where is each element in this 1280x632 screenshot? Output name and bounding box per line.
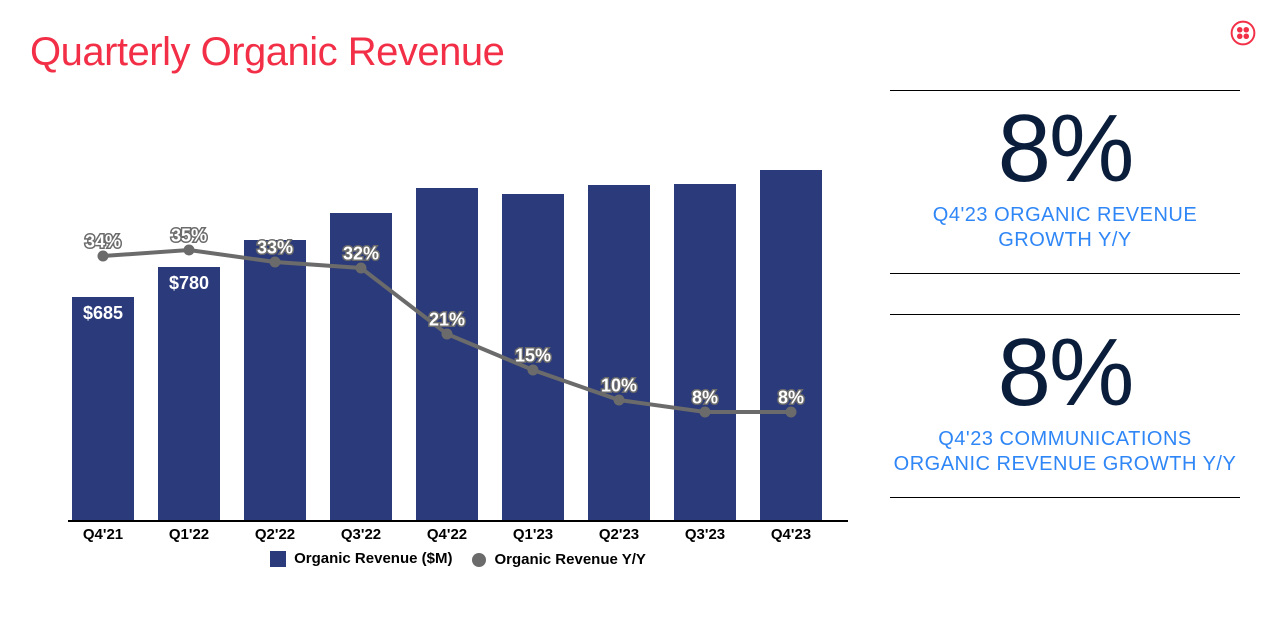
x-tick-label: Q4'22	[427, 526, 467, 543]
x-tick-label: Q2'23	[599, 526, 639, 543]
line-pct-label: 15%15%	[515, 346, 551, 367]
bar: $1,032	[588, 185, 650, 520]
revenue-chart: $685 $780 $862 $946 $1,022 $1,004 $1,032 $1,034…	[68, 130, 848, 560]
bar: $685	[72, 297, 134, 520]
legend-item: Organic Revenue Y/Y	[472, 551, 645, 568]
legend-swatch-square	[270, 551, 286, 567]
bar-value-label: $862	[244, 216, 306, 237]
stat-block: 8% Q4'23 ORGANIC REVENUE GROWTH Y/Y	[890, 90, 1240, 274]
x-tick-label: Q3'23	[685, 526, 725, 543]
bar-value-label: $1,004	[502, 170, 564, 191]
stat-value: 8%	[890, 325, 1240, 421]
chart-plot: $685 $780 $862 $946 $1,022 $1,004 $1,032 $1,034…	[68, 130, 848, 520]
chart-x-axis: Q4'21 Q1'22 Q2'22 Q3'22 Q4'22 Q1'23 Q2'23 Q3'23…	[68, 520, 848, 540]
page-title: Quarterly Organic Revenue	[30, 30, 504, 75]
legend-swatch-circle	[472, 553, 486, 567]
bar: $1,022	[416, 188, 478, 520]
legend-label: Organic Revenue Y/Y	[494, 551, 645, 568]
bar-group: $862	[244, 130, 306, 520]
x-tick-label: Q2'22	[255, 526, 295, 543]
line-pct-label: 8%8%	[778, 388, 804, 409]
line-pct-label: 21%21%	[429, 310, 465, 331]
line-pct-label: 34%34%	[85, 232, 121, 253]
bar-value-label: $946	[330, 189, 392, 210]
bar-group: $685	[72, 130, 134, 520]
bar: $862	[244, 240, 306, 520]
bar-value-label: $1,076	[760, 146, 822, 167]
x-tick-label: Q1'22	[169, 526, 209, 543]
bar: $780	[158, 267, 220, 521]
bar-value-label: $780	[158, 273, 220, 294]
bar-value-label: $1,034	[674, 160, 736, 181]
stat-label: Q4'23 COMMUNICATIONS ORGANIC REVENUE GRO…	[890, 427, 1240, 477]
bar-group: $1,034	[674, 130, 736, 520]
stat-label: Q4'23 ORGANIC REVENUE GROWTH Y/Y	[890, 203, 1240, 253]
bar-group: $946	[330, 130, 392, 520]
bar-value-label: $1,032	[588, 161, 650, 182]
stat-block: 8% Q4'23 COMMUNICATIONS ORGANIC REVENUE G…	[890, 314, 1240, 498]
bar-group: $1,004	[502, 130, 564, 520]
bar-group: $1,076	[760, 130, 822, 520]
stats-panel: 8% Q4'23 ORGANIC REVENUE GROWTH Y/Y 8% Q4'2…	[890, 90, 1240, 538]
line-pct-label: 10%10%	[601, 376, 637, 397]
chart-legend: Organic Revenue ($M) Organic Revenue Y/Y	[68, 550, 848, 571]
bar: $1,076	[760, 170, 822, 520]
bar: $1,034	[674, 184, 736, 520]
bar-group: $1,032	[588, 130, 650, 520]
line-pct-label: 8%8%	[692, 388, 718, 409]
line-pct-label: 35%35%	[171, 226, 207, 247]
x-tick-label: Q4'23	[771, 526, 811, 543]
x-tick-label: Q4'21	[83, 526, 123, 543]
bar-value-label: $1,022	[416, 164, 478, 185]
bar-group: $780	[158, 130, 220, 520]
brand-logo-icon	[1230, 20, 1256, 51]
x-tick-label: Q1'23	[513, 526, 553, 543]
line-pct-label: 32%32%	[343, 244, 379, 265]
line-pct-label: 33%33%	[257, 238, 293, 259]
legend-label: Organic Revenue ($M)	[294, 550, 452, 567]
bar-value-label: $685	[72, 303, 134, 324]
legend-item: Organic Revenue ($M)	[270, 550, 452, 567]
stat-value: 8%	[890, 101, 1240, 197]
slide-root: { "title": { "text": "Quarterly Organic …	[0, 0, 1280, 632]
x-tick-label: Q3'22	[341, 526, 381, 543]
